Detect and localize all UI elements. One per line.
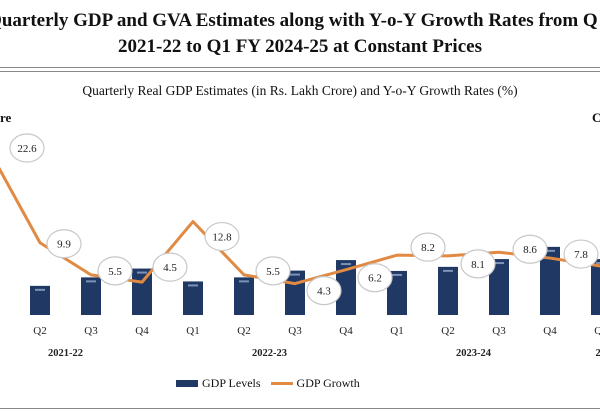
- data-label-bubble: [9, 133, 45, 163]
- legend-label-gdp-levels: GDP Levels: [202, 376, 261, 390]
- clipped-axis-label-right: C: [592, 110, 600, 125]
- x-group-label-year: 2022-23: [252, 348, 287, 359]
- data-label-growth: 12.8: [212, 232, 232, 244]
- x-group-label-year: 2021-22: [48, 348, 83, 359]
- legend-swatch-line: [270, 382, 293, 385]
- data-label-growth: 7.8: [574, 249, 588, 261]
- x-tick-label-quarter: Q2: [441, 325, 454, 337]
- bar-highlight: [392, 273, 402, 276]
- x-tick-label-quarter: Q3: [84, 325, 98, 337]
- data-label-bubble: [306, 276, 342, 306]
- data-label-bubble: [255, 256, 291, 286]
- bar-highlight: [596, 262, 600, 265]
- bar-highlight: [290, 273, 300, 276]
- legend-label-gdp-growth: GDP Growth: [296, 376, 360, 390]
- x-group-label-year: 2024-25: [596, 348, 600, 359]
- bar-highlight: [545, 249, 555, 252]
- data-label-bubble: [97, 256, 133, 286]
- x-tick-label-quarter: Q4: [135, 325, 149, 337]
- data-label-bubble: [512, 234, 548, 264]
- bar-gdp-level: [489, 259, 509, 315]
- data-label-bubble: [460, 249, 496, 279]
- data-label-growth: 8.6: [523, 244, 537, 256]
- bar-gdp-level: [438, 266, 458, 315]
- legend-swatch-bars: [176, 380, 198, 387]
- bar-gdp-level: [30, 285, 50, 315]
- x-tick-label-quarter: Q1: [390, 325, 403, 337]
- bottom-border: [0, 408, 600, 409]
- data-label-growth: 9.9: [57, 239, 71, 251]
- data-label-growth: 22.6: [17, 143, 37, 155]
- x-tick-label-quarter: Q2: [33, 325, 46, 337]
- bar-highlight: [86, 280, 96, 283]
- bar-highlight: [239, 280, 249, 283]
- bar-highlight: [443, 269, 453, 272]
- x-group-label-year: 2023-24: [456, 348, 492, 359]
- bar-gdp-level: [591, 259, 600, 315]
- x-tick-label-quarter: Q3: [288, 325, 302, 337]
- bar-gdp-level: [234, 277, 254, 315]
- x-tick-label-quarter: Q4: [339, 325, 353, 337]
- x-tick-label-quarter: Q1: [186, 325, 199, 337]
- data-label-bubble: [563, 239, 599, 269]
- figure-title-line1: : Quarterly GDP and GVA Estimates along …: [0, 10, 598, 31]
- chart-title: Quarterly Real GDP Estimates (in Rs. Lak…: [82, 83, 518, 98]
- bar-gdp-level: [387, 270, 407, 315]
- line-gdp-growth: [0, 166, 600, 286]
- x-tick-label-quarter: Q1: [594, 325, 600, 337]
- divider: [0, 71, 600, 72]
- data-label-bubble: [204, 221, 240, 252]
- data-label-bubble: [357, 263, 393, 293]
- x-tick-label-quarter: Q4: [543, 325, 557, 337]
- data-label-growth: 5.5: [108, 266, 122, 278]
- bar-highlight: [494, 262, 504, 265]
- x-tick-label-quarter: Q2: [237, 325, 250, 337]
- bar-highlight: [35, 288, 45, 291]
- legend: GDP Levels GDP Growth: [176, 376, 360, 391]
- bar-highlight: [341, 263, 351, 266]
- x-tick-label-quarter: Q3: [492, 325, 506, 337]
- data-label-growth: 4.3: [317, 286, 331, 298]
- bar-highlight: [188, 284, 198, 287]
- bar-gdp-level: [540, 246, 560, 315]
- figure-title-line2: 2021-22 to Q1 FY 2024-25 at Constant Pri…: [118, 36, 482, 57]
- divider: [0, 67, 600, 68]
- bar-gdp-level: [336, 260, 356, 315]
- data-label-growth: 4.5: [163, 262, 177, 274]
- data-label-bubble: [410, 232, 446, 262]
- data-label-growth: 8.1: [471, 259, 485, 271]
- bar-highlight: [137, 271, 147, 274]
- clipped-axis-label-left: re: [0, 110, 12, 125]
- data-label-bubble: [46, 229, 82, 259]
- bar-gdp-level: [183, 281, 203, 315]
- data-label-bubble: [152, 252, 188, 282]
- data-label-growth: 8.2: [421, 242, 435, 254]
- data-label-growth: 5.5: [266, 266, 280, 278]
- data-label-growth: 6.2: [368, 273, 382, 285]
- bar-gdp-level: [81, 277, 101, 315]
